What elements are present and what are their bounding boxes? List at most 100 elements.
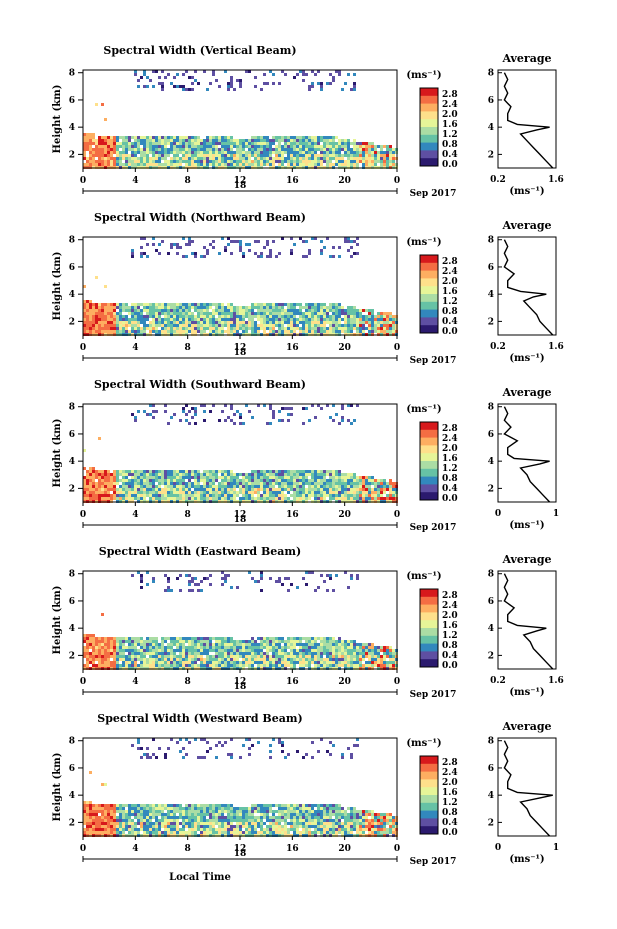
heatmap-cell — [350, 246, 353, 249]
heatmap-cell — [338, 488, 341, 491]
heatmap-cell — [353, 494, 356, 497]
colorbar-segment — [420, 309, 438, 318]
heatmap-cell — [332, 306, 335, 309]
heatmap-cell — [227, 157, 230, 160]
heatmap-cell — [221, 330, 224, 333]
heatmap-cell — [233, 306, 236, 309]
heatmap-cell — [320, 154, 323, 157]
heatmap-cell — [344, 664, 347, 667]
heatmap-cell — [290, 470, 293, 473]
heatmap-cell — [161, 312, 164, 315]
heatmap-cell — [263, 303, 266, 306]
heatmap-cell — [125, 491, 128, 494]
heatmap-cell — [230, 404, 233, 407]
heatmap-cell — [137, 637, 140, 640]
heatmap-cell — [197, 82, 200, 85]
heatmap-cell — [341, 485, 344, 488]
heatmap-cell — [182, 497, 185, 500]
heatmap-cell — [311, 145, 314, 148]
heatmap-cell — [203, 637, 206, 640]
heatmap-cell — [134, 473, 137, 476]
heatmap-cell — [374, 327, 377, 330]
heatmap-cell — [230, 407, 233, 410]
heatmap-cell — [317, 160, 320, 163]
heatmap-cell — [224, 643, 227, 646]
heatmap-cell — [215, 661, 218, 664]
heatmap-cell — [101, 813, 104, 816]
heatmap-cell — [263, 330, 266, 333]
heatmap-cell — [332, 419, 335, 422]
heatmap-cell — [308, 306, 311, 309]
heatmap-cell — [320, 312, 323, 315]
heatmap-cell — [149, 473, 152, 476]
colorbar-tick-label: 2.8 — [442, 90, 458, 100]
heatmap-cell — [173, 136, 176, 139]
heatmap-cell — [335, 327, 338, 330]
colorbar-tick-label: 0.0 — [442, 327, 458, 337]
colorbar-segment — [420, 150, 438, 159]
heatmap-cell — [137, 163, 140, 166]
heatmap-cell — [335, 413, 338, 416]
heatmap-cell — [110, 139, 113, 142]
heatmap-cell — [359, 649, 362, 652]
heatmap-cell — [290, 139, 293, 142]
heatmap-cell — [134, 485, 137, 488]
heatmap-cell — [209, 324, 212, 327]
heatmap-cell — [299, 655, 302, 658]
heatmap-cell — [197, 327, 200, 330]
heatmap-cell — [254, 655, 257, 658]
heatmap-cell — [290, 303, 293, 306]
heatmap-cell — [275, 494, 278, 497]
heatmap-cell — [101, 321, 104, 324]
heatmap-cell — [215, 646, 218, 649]
heatmap-cell — [125, 476, 128, 479]
heatmap-cell — [266, 494, 269, 497]
heatmap-cell — [122, 491, 125, 494]
heatmap-cell — [86, 139, 89, 142]
heatmap-cell — [314, 142, 317, 145]
heatmap-cell — [224, 419, 227, 422]
heatmap-cell — [344, 315, 347, 318]
heatmap-cell — [302, 79, 305, 82]
heatmap-cell — [224, 664, 227, 667]
heatmap-cell — [191, 580, 194, 583]
heatmap-cell — [110, 145, 113, 148]
heatmap-cell — [158, 655, 161, 658]
heatmap-cell — [353, 88, 356, 91]
heatmap-cell — [194, 154, 197, 157]
heatmap-cell — [131, 318, 134, 321]
heatmap-cell — [305, 488, 308, 491]
heatmap-cell — [113, 306, 116, 309]
heatmap-cell — [89, 807, 92, 810]
heatmap-cell — [353, 139, 356, 142]
heatmap-cell — [377, 497, 380, 500]
heatmap-cell — [98, 151, 101, 154]
heatmap-cell — [122, 327, 125, 330]
heatmap-cell — [242, 148, 245, 151]
heatmap-cell — [260, 142, 263, 145]
heatmap-cell — [134, 479, 137, 482]
heatmap-cell — [317, 488, 320, 491]
heatmap-cell — [140, 488, 143, 491]
heatmap-cell — [377, 330, 380, 333]
heatmap-cell — [287, 312, 290, 315]
heatmap-cell — [161, 82, 164, 85]
average-x-tick-label: 0.2 — [490, 342, 506, 352]
heatmap-cell — [383, 327, 386, 330]
heatmap-cell — [209, 649, 212, 652]
heatmap-cell — [281, 473, 284, 476]
heatmap-cell — [218, 315, 221, 318]
heatmap-cell — [332, 479, 335, 482]
heatmap-cell — [281, 491, 284, 494]
heatmap-cell — [194, 148, 197, 151]
heatmap-cell — [347, 73, 350, 76]
heatmap-cell — [377, 157, 380, 160]
heatmap-cell — [188, 145, 191, 148]
heatmap-cell — [122, 136, 125, 139]
heatmap-cell — [140, 658, 143, 661]
heatmap-cell — [173, 494, 176, 497]
heatmap-cell — [323, 145, 326, 148]
heatmap-cell — [140, 142, 143, 145]
heatmap-cell — [329, 491, 332, 494]
heatmap-cell — [113, 157, 116, 160]
